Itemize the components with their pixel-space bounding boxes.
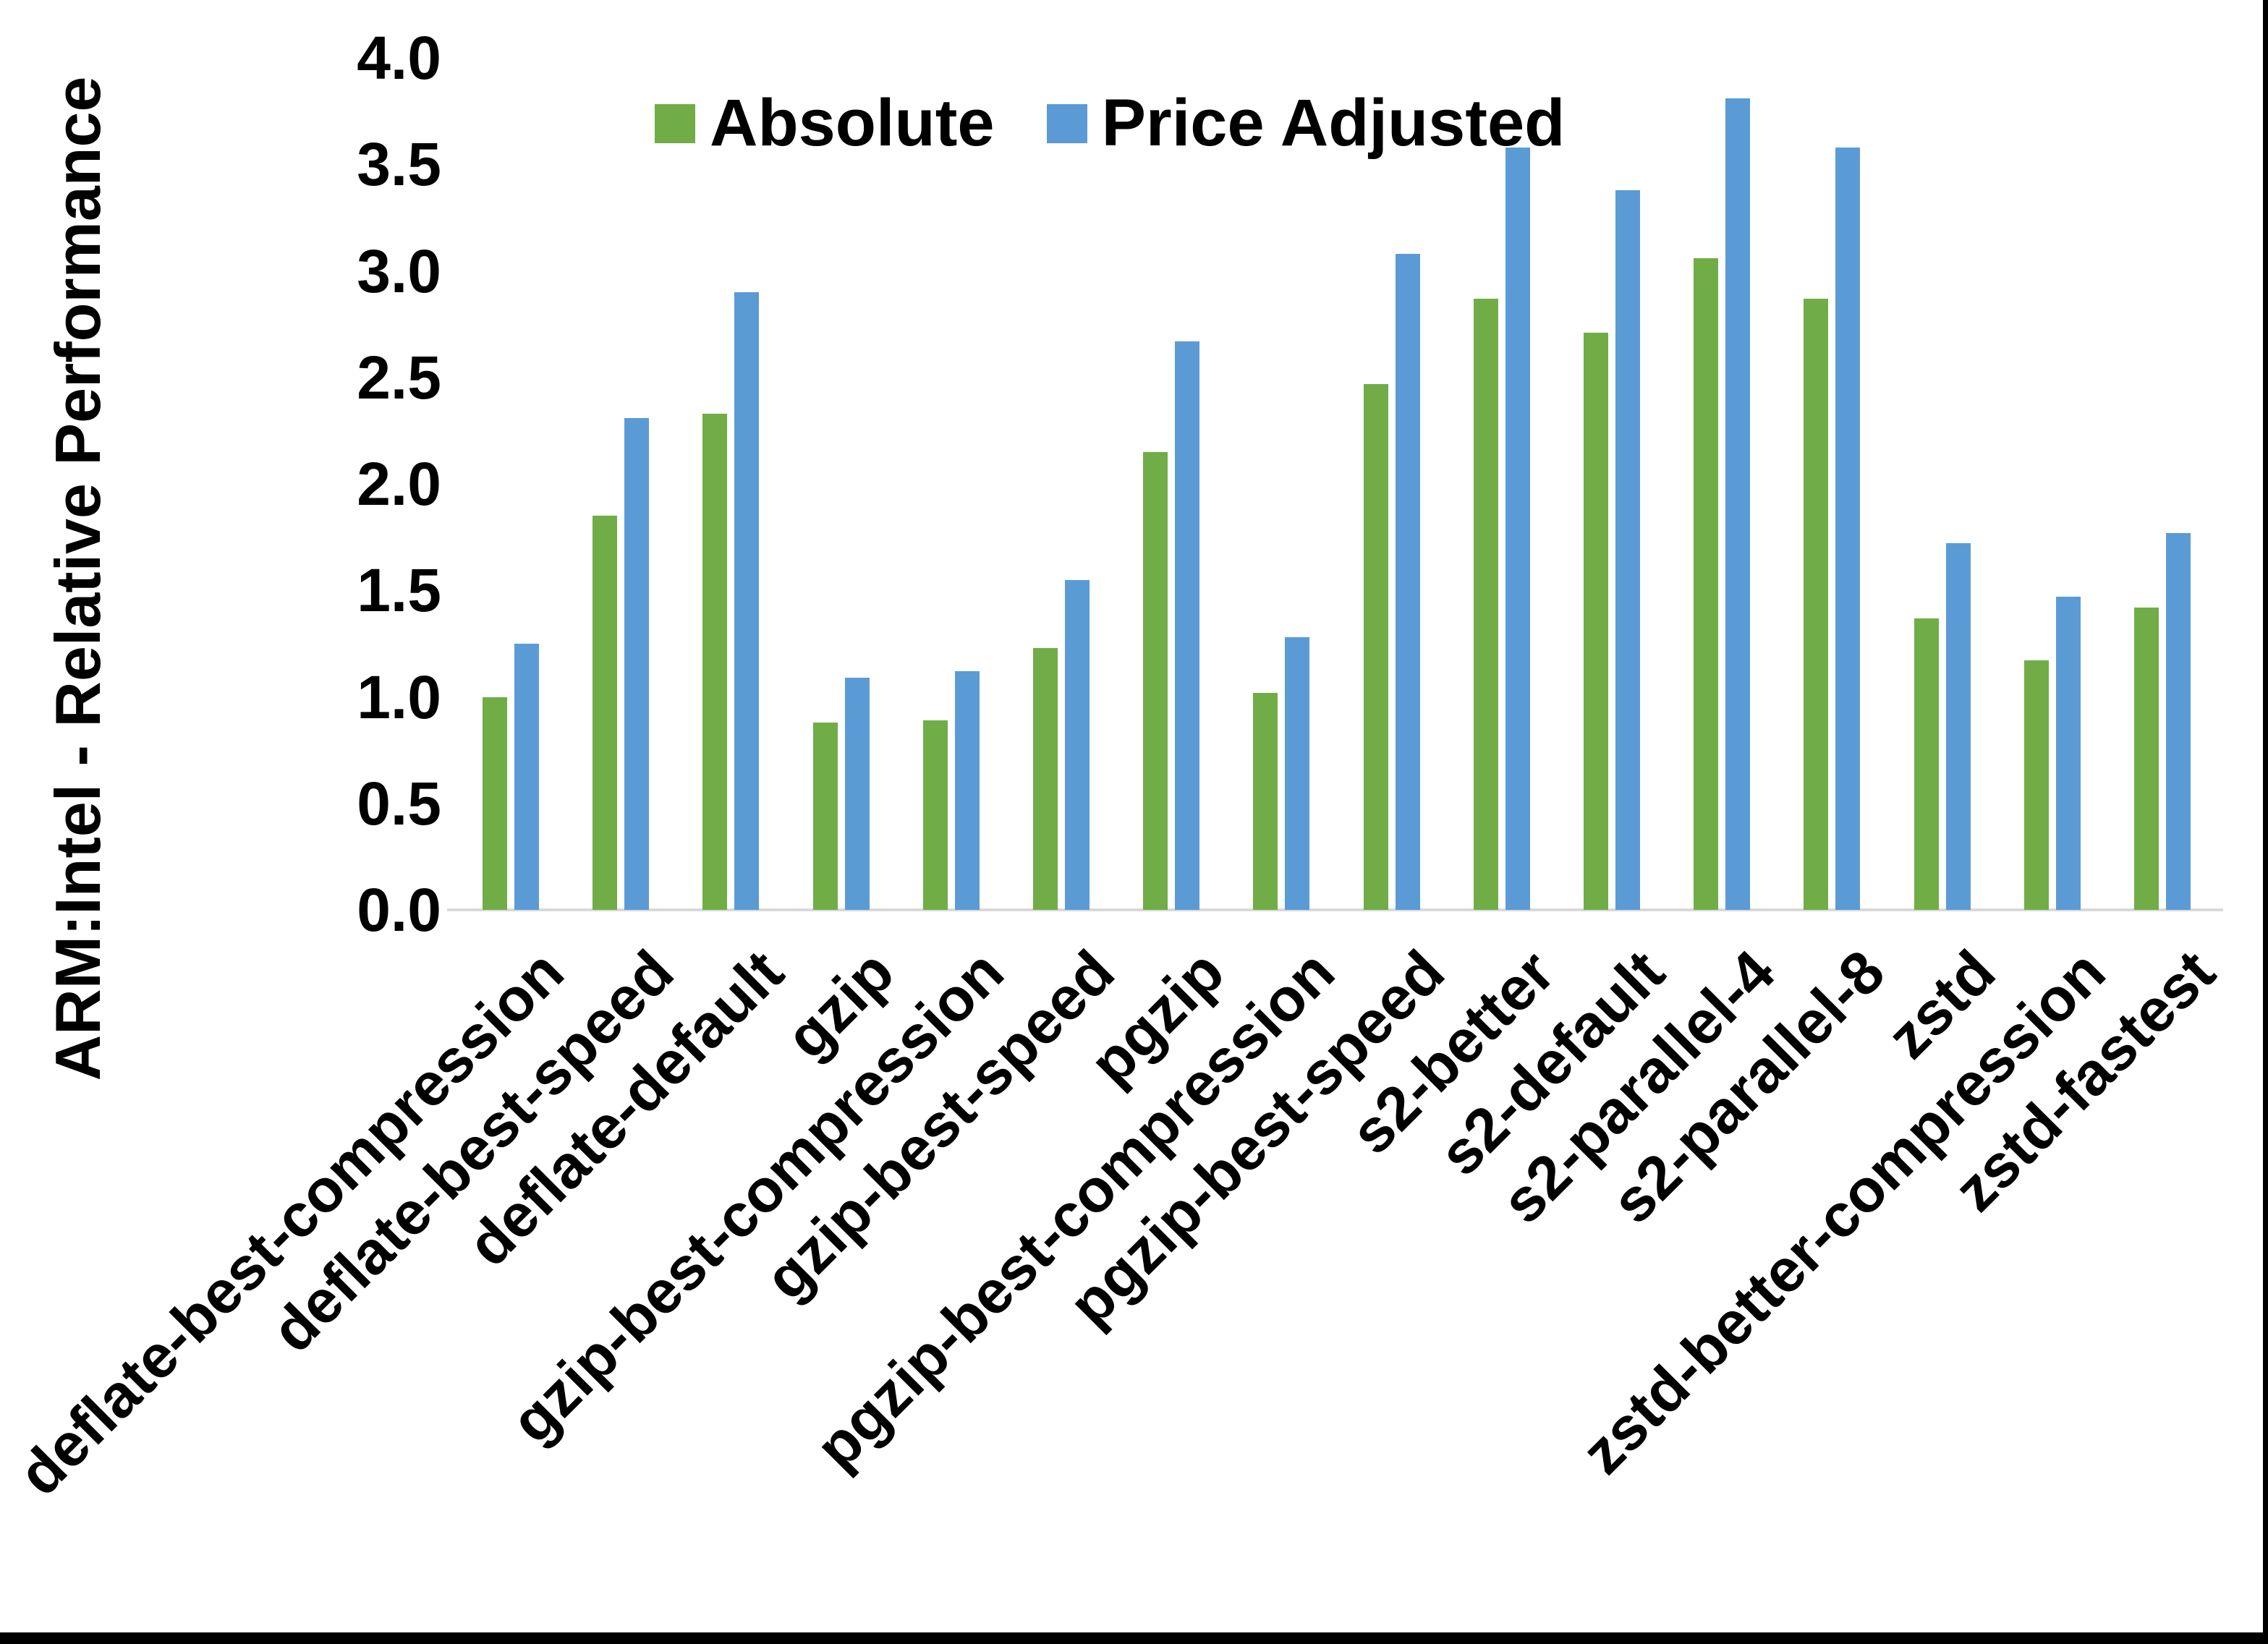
bar-price-adjusted xyxy=(2165,532,2191,910)
legend-item-absolute: Absolute xyxy=(655,85,995,161)
y-tick-label: 0.5 xyxy=(357,769,441,838)
bar-price-adjusted xyxy=(734,291,760,910)
bar-absolute xyxy=(1694,257,1719,910)
legend-swatch-absolute-icon xyxy=(655,103,695,143)
y-tick-label: 3.5 xyxy=(357,130,441,199)
bar-absolute xyxy=(1253,692,1278,910)
y-tick-label: 2.0 xyxy=(357,450,441,518)
bar-price-adjusted xyxy=(514,643,540,910)
bar-absolute xyxy=(1473,298,1498,910)
bar-price-adjusted xyxy=(1505,147,1530,910)
bar-absolute xyxy=(2133,607,2159,910)
bar-absolute xyxy=(1914,618,1939,910)
y-tick-label: 2.5 xyxy=(357,343,441,412)
y-tick-label: 3.0 xyxy=(357,237,441,305)
legend-label-absolute: Absolute xyxy=(710,86,995,160)
y-tick-label: 1.0 xyxy=(357,663,441,731)
bar-price-adjusted xyxy=(1725,98,1751,910)
bar-price-adjusted xyxy=(1175,341,1200,910)
bar-absolute xyxy=(1583,332,1608,910)
bar-absolute xyxy=(702,413,728,910)
legend-swatch-price-adjusted-icon xyxy=(1046,103,1087,143)
bar-absolute xyxy=(1033,647,1058,910)
bar-absolute xyxy=(2023,660,2049,910)
bar-absolute xyxy=(483,697,508,910)
bar-absolute xyxy=(812,722,838,910)
bar-price-adjusted xyxy=(1395,253,1420,910)
y-tick-label: 4.0 xyxy=(357,24,441,92)
bar-price-adjusted xyxy=(1835,147,1861,910)
bar-price-adjusted xyxy=(1615,189,1640,910)
bar-absolute xyxy=(593,516,618,910)
legend: Absolute Price Adjusted xyxy=(655,85,1565,161)
bar-price-adjusted xyxy=(1065,579,1090,910)
y-axis-title: ARM:Intel - Relative Performance xyxy=(42,76,114,1081)
bar-price-adjusted xyxy=(954,671,980,910)
legend-label-price-adjusted: Price Adjusted xyxy=(1101,86,1566,160)
bar-price-adjusted xyxy=(2055,597,2081,910)
y-tick-label: 0.0 xyxy=(357,876,441,944)
bar-price-adjusted xyxy=(1285,637,1310,910)
bar-absolute xyxy=(1804,298,1829,910)
bar-absolute xyxy=(922,720,948,910)
bar-absolute xyxy=(1363,383,1388,910)
bar-price-adjusted xyxy=(844,677,870,910)
bar-price-adjusted xyxy=(624,417,650,910)
bar-price-adjusted xyxy=(1945,543,1971,910)
x-axis-line xyxy=(447,908,2223,911)
y-tick-label: 1.5 xyxy=(357,556,441,625)
bar-absolute xyxy=(1143,451,1168,910)
legend-item-price-adjusted: Price Adjusted xyxy=(1046,85,1566,161)
